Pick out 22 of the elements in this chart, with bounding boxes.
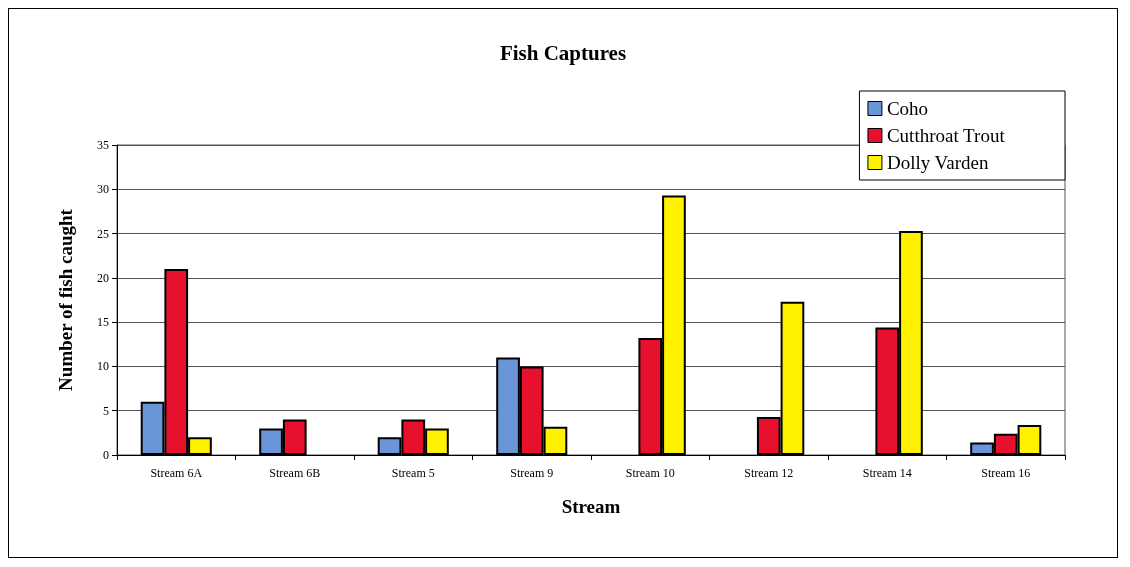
x-tick-label: Stream 16 [981,466,1031,480]
x-tick-label: Stream 10 [625,466,675,480]
legend-label: Coho [886,98,929,119]
x-tick-label: Stream 12 [744,466,794,480]
y-tick-label: 20 [97,270,109,285]
y-tick-label: 35 [97,138,109,152]
legend-label: Cutthroat Trout [886,125,1006,146]
y-tick-label: 30 [97,182,109,197]
y-tick-label: 5 [103,403,109,418]
y-tick-label: 0 [103,448,109,462]
x-tick-label: Stream 9 [510,466,554,480]
y-tick-label: 15 [97,315,109,330]
x-tick-label: Stream 6B [269,466,321,480]
x-tick-label: Stream 5 [391,466,435,480]
x-axis-title: Stream [561,496,621,517]
legend-label: Dolly Varden [886,152,989,173]
chart-title: Fish Captures [499,40,627,65]
y-tick-label: 25 [97,226,109,241]
y-axis-title: Number of fish caught [55,208,76,391]
x-tick-label: Stream 6A [150,466,203,480]
y-tick-label: 10 [97,359,109,374]
x-tick-label: Stream 14 [862,466,912,480]
